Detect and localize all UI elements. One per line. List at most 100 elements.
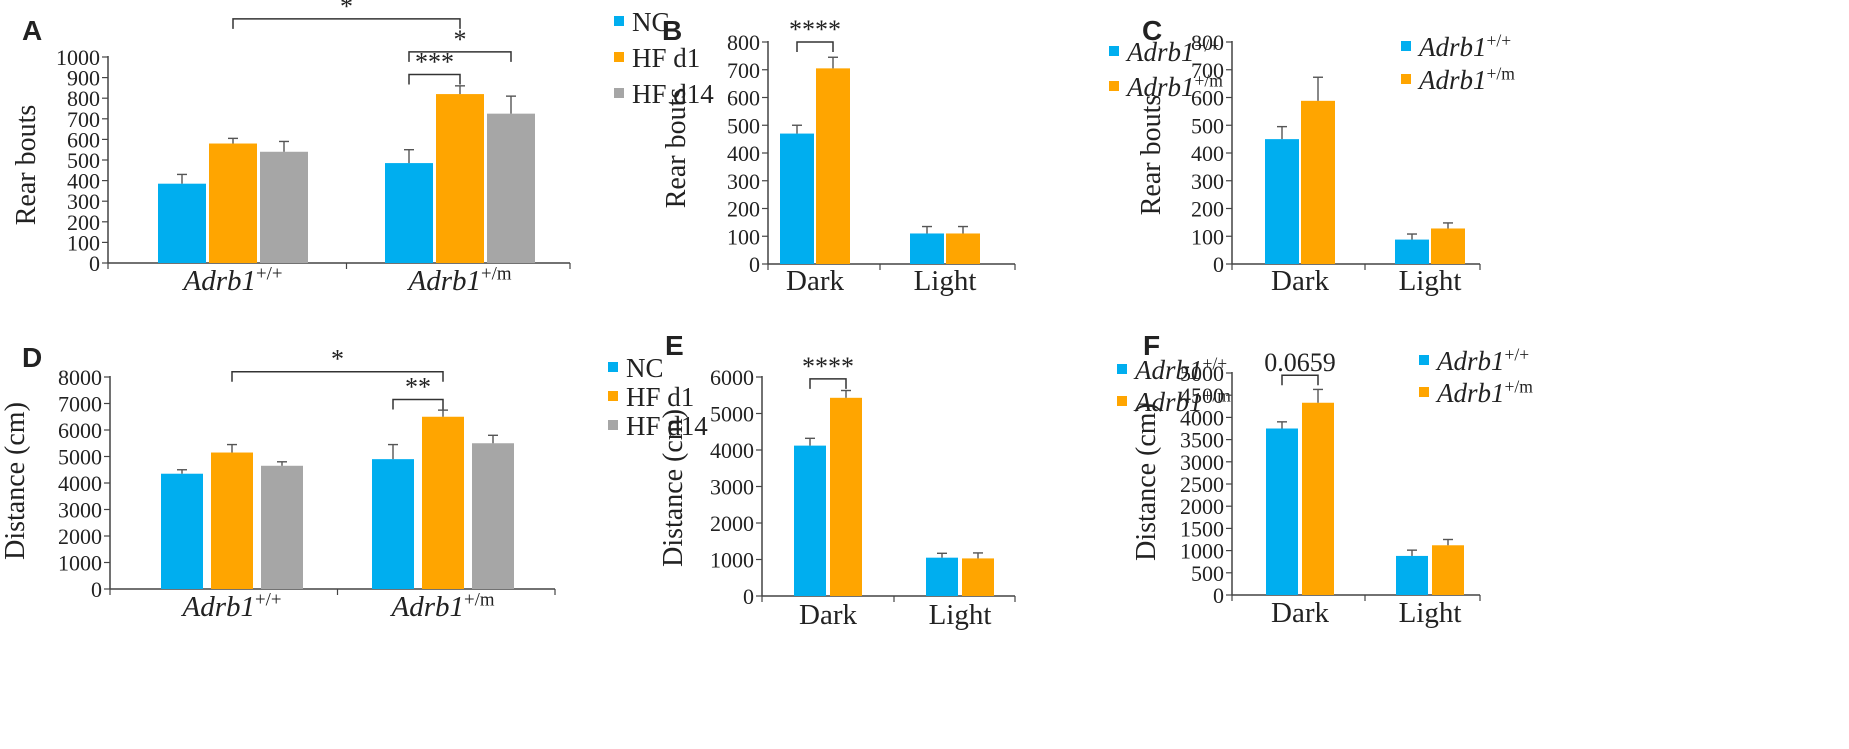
legend: Adrb1+/+Adrb1+/m	[1419, 344, 1533, 408]
x-category-label: Light	[914, 265, 977, 297]
y-tick-label: 700	[727, 58, 760, 83]
y-tick-label: 500	[1191, 561, 1224, 586]
panel-a: A Rear bouts 01002003004005006007008009001…	[11, 0, 714, 297]
y-axis-title: Rear bouts	[661, 88, 692, 209]
legend-swatch	[608, 420, 618, 430]
y-tick-label: 200	[67, 210, 100, 235]
legend: NC HF d1 HF d14	[614, 7, 714, 109]
x-category-label: Light	[1399, 265, 1462, 297]
y-tick-label: 3000	[710, 475, 754, 500]
y-tick-label: 300	[727, 169, 760, 194]
legend-swatch	[608, 391, 618, 401]
y-tick-label: 1500	[1180, 516, 1224, 541]
bar	[372, 459, 414, 589]
y-tick-label: 2000	[1180, 494, 1224, 519]
legend-label: HF d14	[626, 411, 708, 441]
y-tick-label: 500	[727, 113, 760, 138]
y-tick-label: 0	[1213, 583, 1224, 608]
legend-swatch	[1401, 41, 1411, 51]
legend-label: Adrb1+/m	[1125, 70, 1223, 102]
legend-label: Adrb1+/+	[1125, 35, 1219, 67]
y-tick-label: 4000	[710, 438, 754, 463]
bar	[794, 445, 826, 596]
panel-letter: E	[665, 330, 684, 361]
x-category-label: Dark	[786, 265, 844, 297]
y-tick-label: 600	[727, 86, 760, 111]
bar	[1266, 428, 1298, 595]
y-tick-label: 0	[89, 251, 100, 276]
x-category-label: Adrb1+/m	[389, 590, 494, 623]
y-axis-title: Distance (cm)	[0, 402, 31, 560]
legend-label: NC	[626, 353, 664, 383]
legend-label: Adrb1+/m	[1417, 63, 1515, 95]
bar	[910, 233, 944, 264]
y-tick-label: 300	[1191, 169, 1224, 194]
significance-bracket	[796, 41, 834, 52]
panel-letter: C	[1142, 15, 1162, 46]
y-tick-label: 3000	[1180, 450, 1224, 475]
y-tick-label: 4000	[1180, 405, 1224, 430]
y-tick-label: 0	[91, 577, 102, 602]
legend-swatch	[1117, 396, 1127, 406]
legend-swatch	[1419, 355, 1429, 365]
significance-bracket	[232, 18, 461, 29]
y-tick-label: 0	[743, 584, 754, 609]
y-tick-label: 2000	[58, 524, 102, 549]
y-tick-label: 800	[67, 86, 100, 111]
x-category-label: Adrb1+/+	[182, 264, 283, 297]
panel-f: F Distance (cm) 05001000150020002500300035…	[1131, 330, 1533, 629]
legend-swatch	[1117, 364, 1127, 374]
legend-label: Adrb1+/+	[1417, 30, 1511, 62]
legend-swatch	[614, 52, 624, 62]
x-category-label: Dark	[1271, 265, 1329, 297]
bar	[1395, 239, 1429, 264]
y-tick-label: 200	[1191, 197, 1224, 222]
y-axis-title: Rear bouts	[1136, 95, 1167, 216]
bar	[158, 183, 206, 263]
bar	[830, 397, 862, 596]
x-category-label: Adrb1+/m	[406, 264, 511, 297]
y-tick-label: 400	[727, 141, 760, 166]
x-category-label: Dark	[1271, 597, 1329, 629]
y-tick-label: 5000	[1180, 361, 1224, 386]
y-tick-label: 1000	[58, 551, 102, 576]
significance-bracket	[408, 73, 461, 85]
y-tick-label: 0	[1213, 252, 1224, 277]
legend-label: Adrb1+/m	[1435, 376, 1533, 408]
y-tick-label: 6000	[58, 418, 102, 443]
significance-bracket	[809, 378, 847, 389]
legend-label: HF d1	[632, 43, 700, 73]
y-tick-label: 3000	[58, 498, 102, 523]
bar	[926, 557, 958, 596]
y-tick-label: 5000	[58, 445, 102, 470]
bar	[487, 113, 535, 264]
legend-swatch	[1401, 74, 1411, 84]
panel-letter: F	[1143, 330, 1160, 361]
bar	[1432, 545, 1464, 595]
y-axis-title: Rear bouts	[11, 105, 42, 226]
y-tick-label: 7000	[58, 392, 102, 417]
legend-label: Adrb1+/m	[1133, 385, 1231, 417]
bar	[209, 143, 257, 263]
bar	[211, 452, 253, 589]
y-tick-label: 600	[67, 127, 100, 152]
legend-label: Adrb1+/+	[1133, 353, 1227, 385]
legend-label: HF d1	[626, 382, 694, 412]
bar	[385, 163, 433, 263]
y-axis-title: Distance (cm)	[1131, 403, 1162, 561]
y-axis-title: Distance (cm)	[658, 409, 689, 567]
y-tick-label: 800	[727, 30, 760, 55]
legend-label: NC	[632, 7, 670, 37]
bar	[1396, 555, 1428, 595]
y-tick-label: 5000	[710, 402, 754, 427]
y-tick-label: 3500	[1180, 428, 1224, 453]
bar	[161, 473, 203, 589]
y-tick-label: 500	[67, 148, 100, 173]
significance-label: ****	[789, 15, 841, 44]
bar	[962, 558, 994, 596]
y-tick-label: 600	[1191, 86, 1224, 111]
